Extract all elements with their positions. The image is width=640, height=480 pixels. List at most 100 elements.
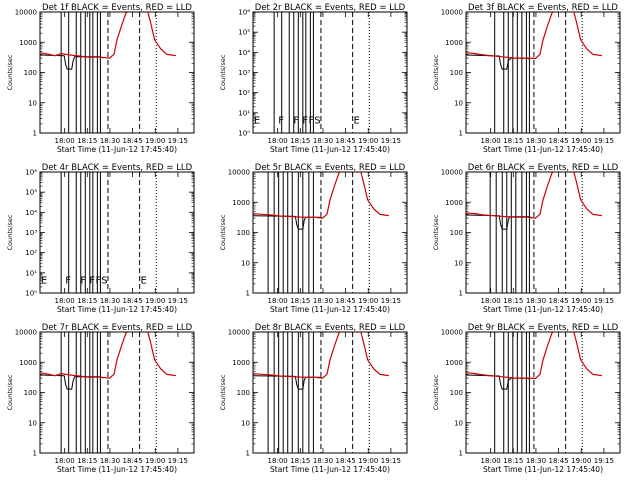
y-tick-label: 10⁵ [238,29,250,37]
x-tick-label: 18:00 [481,297,501,305]
chart-title: Det 5r BLACK = Events, RED = LLD [255,163,406,173]
plot-area [40,332,176,453]
marker-label: S [314,115,320,126]
y-axis-label: Counts/sec [432,374,440,410]
y-tick-label: 1 [459,450,463,458]
x-axis-label: Start Time (11-Jun-12 17:45:40) [57,145,177,154]
chart-title: Det 9r BLACK = Events, RED = LLD [468,323,619,333]
x-tick-label: 18:30 [526,297,546,305]
x-tick-label: 19:15 [594,137,614,145]
y-tick-label: 1000 [232,199,250,207]
chart-panel-5: Det 5r BLACK = Events, RED = LLD 1 10 100 10… [219,163,408,314]
x-tick-label: 18:15 [77,457,97,465]
chart-panel-1: Det 1f BLACK = Events, RED = LLD 1 10 100 10… [6,3,195,154]
x-tick-label: 18:45 [123,297,143,305]
plot-frame [252,331,408,454]
x-axis-label: Start Time (11-Jun-12 17:45:40) [483,305,603,314]
y-tick-label: 1 [459,130,463,138]
y-tick-label: 10⁶ [25,169,37,177]
y-tick-label: 100 [237,389,250,397]
series-line-lld [253,332,389,379]
chart-title: Det 2r BLACK = Events, RED = LLD [255,3,406,13]
x-tick-label: 18:15 [290,457,310,465]
x-tick-label: 19:00 [358,137,378,145]
x-tick-label: 18:30 [526,457,546,465]
y-tick-label: 10³ [25,229,37,237]
plot-area [466,172,602,293]
y-axis-label: Counts/sec [432,54,440,90]
chart-panel-2: Det 2r BLACK = Events, RED = LLD 10⁰ 10¹ 10… [219,3,408,154]
x-tick-label: 18:15 [503,137,523,145]
x-tick-label: 19:15 [381,457,401,465]
marker-label: E [254,115,260,126]
chart-panel-4: Det 4r BLACK = Events, RED = LLD 10⁰ 10¹ 10… [6,163,195,314]
x-tick-label: 18:45 [336,297,356,305]
x-tick-label: 18:15 [77,297,97,305]
x-tick-label: 19:15 [168,457,188,465]
chart-panel-9: Det 9r BLACK = Events, RED = LLD 1 10 100 10… [432,323,621,474]
y-tick-label: 10⁰ [238,130,250,138]
y-tick-label: 10 [454,99,463,107]
x-tick-label: 18:30 [100,457,120,465]
y-tick-label: 10000 [228,169,250,177]
y-tick-label: 10000 [15,9,37,17]
y-axis-label: Counts/sec [6,374,14,410]
chart-panel-7: Det 7r BLACK = Events, RED = LLD 1 10 100 10… [6,323,195,474]
marker-label: E [140,275,146,286]
x-axis-label: Start Time (11-Jun-12 17:45:40) [57,465,177,474]
y-tick-label: 100 [450,229,463,237]
x-axis-label: Start Time (11-Jun-12 17:45:40) [270,465,390,474]
y-tick-label: 100 [450,389,463,397]
y-tick-label: 10000 [15,329,37,337]
plot-frame [252,171,408,294]
y-tick-label: 10³ [238,69,250,77]
x-tick-label: 19:00 [571,137,591,145]
plot-area [253,172,389,293]
x-tick-label: 19:15 [594,297,614,305]
x-tick-label: 18:00 [268,137,288,145]
marker-label: F [308,115,314,126]
x-tick-label: 18:15 [503,297,523,305]
x-tick-label: 19:15 [381,137,401,145]
x-tick-label: 19:00 [571,297,591,305]
plot-frame [39,171,195,294]
y-tick-label: 10² [25,249,37,257]
x-tick-label: 19:00 [145,297,165,305]
x-tick-label: 18:00 [55,457,75,465]
y-tick-label: 1000 [19,359,37,367]
chart-panel-8: Det 8r BLACK = Events, RED = LLD 1 10 100 10… [219,323,408,474]
x-tick-label: 19:15 [594,457,614,465]
x-tick-label: 18:15 [290,297,310,305]
plot-area [253,332,389,453]
marker-label: F [278,115,284,126]
series-line-events [466,54,530,70]
y-tick-label: 1 [246,290,250,298]
y-tick-label: 100 [24,69,37,77]
x-tick-label: 19:15 [381,297,401,305]
x-tick-label: 19:15 [168,137,188,145]
x-tick-label: 18:30 [526,137,546,145]
y-tick-label: 10² [238,89,250,97]
x-tick-label: 18:00 [268,297,288,305]
y-tick-label: 1 [33,130,37,138]
y-tick-label: 10⁴ [238,49,250,57]
x-axis-label: Start Time (11-Jun-12 17:45:40) [270,305,390,314]
y-tick-label: 1 [459,290,463,298]
x-axis-label: Start Time (11-Jun-12 17:45:40) [483,145,603,154]
x-tick-label: 18:15 [77,137,97,145]
series-line-lld [466,172,602,219]
y-axis-label: Counts/sec [219,374,227,410]
series-line-lld [40,12,176,59]
y-tick-label: 10 [454,259,463,267]
chart-title: Det 8r BLACK = Events, RED = LLD [255,323,406,333]
x-tick-label: 18:00 [481,457,501,465]
x-tick-label: 18:45 [549,457,569,465]
series-line-lld [253,172,389,219]
chart-title: Det 7r BLACK = Events, RED = LLD [42,323,193,333]
x-tick-label: 19:15 [168,297,188,305]
y-tick-label: 10000 [441,169,463,177]
plot-frame [465,11,621,134]
